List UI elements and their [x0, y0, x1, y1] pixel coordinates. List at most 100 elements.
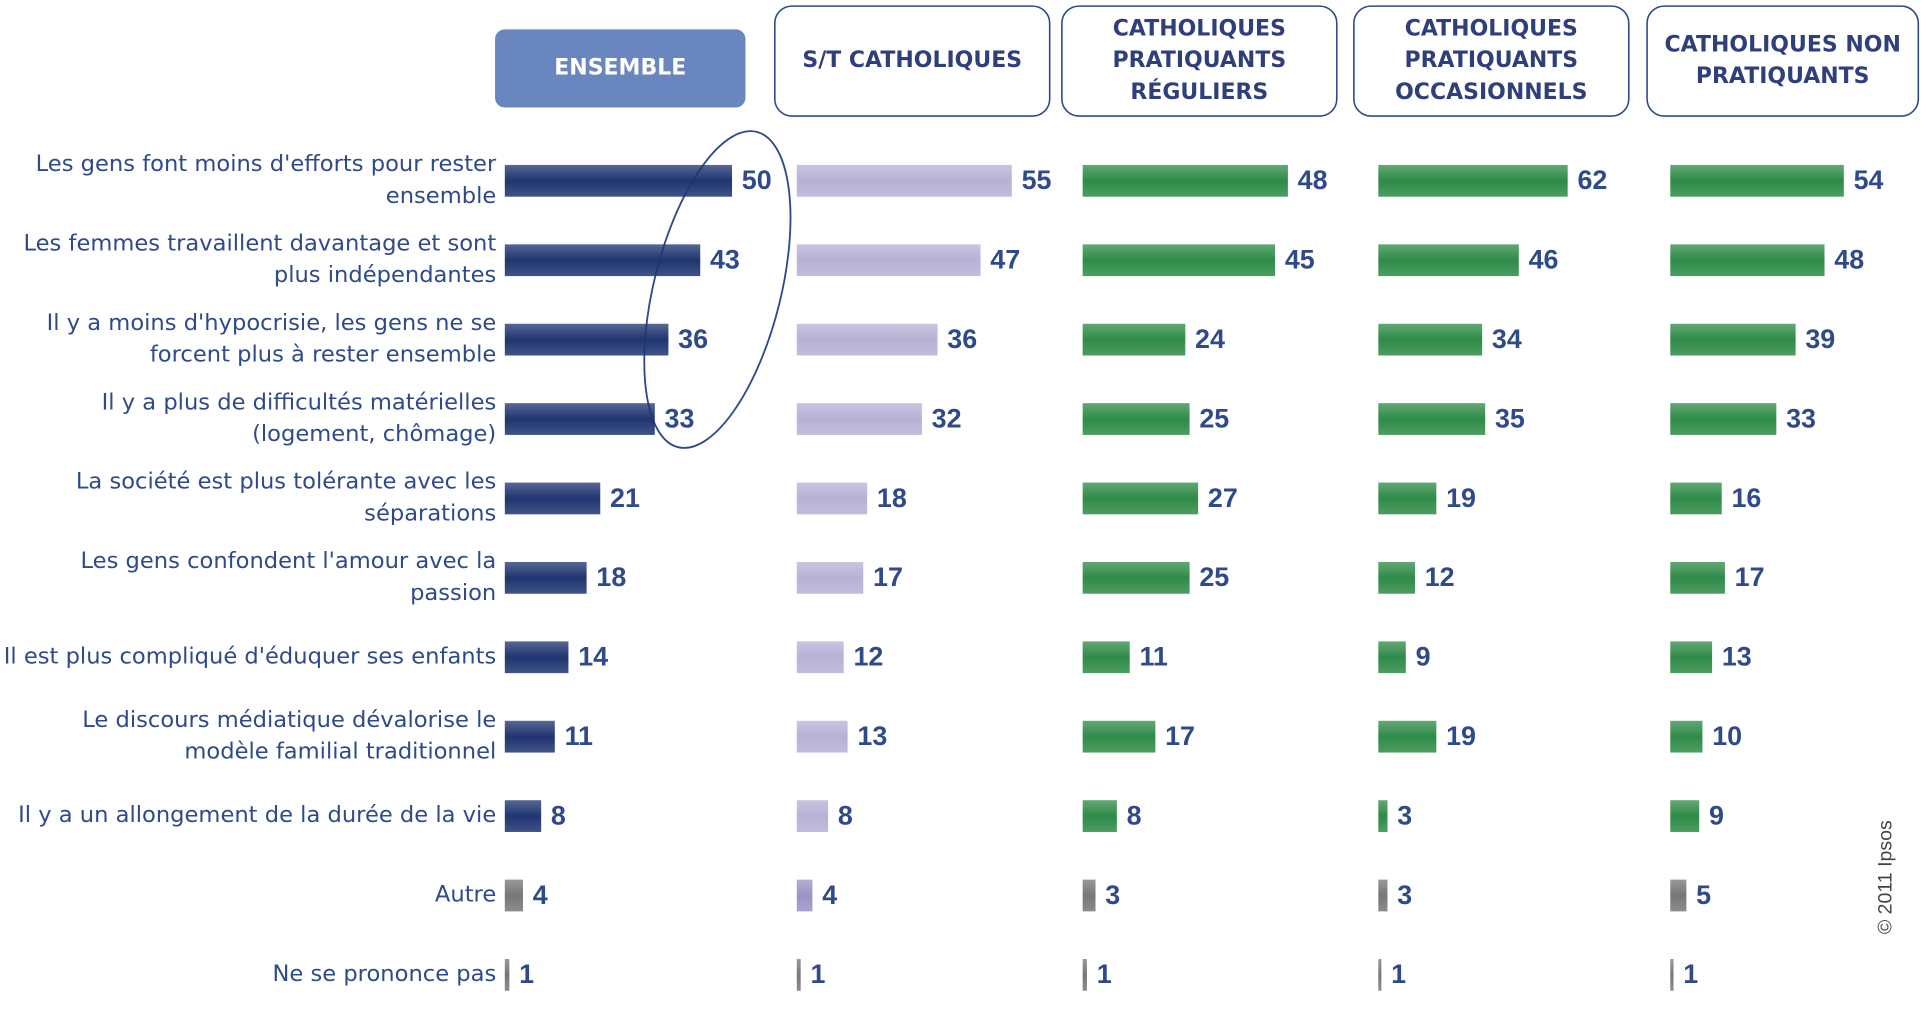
bar	[796, 323, 938, 356]
value-label: 54	[1854, 165, 1884, 195]
bar	[504, 959, 510, 991]
bar	[1082, 561, 1190, 594]
value-label: 11	[565, 721, 593, 751]
bar	[504, 164, 733, 197]
bar	[1670, 959, 1674, 991]
category-label-box: Autre	[435, 882, 496, 908]
bar	[796, 720, 848, 753]
bar	[504, 879, 523, 912]
source: © 2011 Ipsos	[1875, 820, 1897, 934]
category-label-box: Il y a moins d'hypocrisie, les gens ne s…	[46, 310, 497, 368]
header-box: CATHOLIQUES NON PRATIQUANTS	[1664, 31, 1901, 90]
category-label: Les femmes travaillent davantage et sont…	[23, 230, 497, 289]
bar	[504, 720, 555, 753]
value-label: 1	[1097, 959, 1112, 989]
bar	[796, 800, 829, 832]
value-label: 18	[596, 562, 626, 592]
header-box	[495, 29, 746, 108]
bar	[1670, 641, 1713, 674]
value-label: 45	[1285, 245, 1315, 275]
category-label-box: Il y a plus de difficultés matérielles (…	[101, 389, 497, 448]
value-label: 1	[810, 959, 825, 989]
bar	[1082, 641, 1130, 674]
header: CATHOLIQUES PRATIQUANTS RÉGULIERS	[1112, 15, 1287, 106]
value-label: 19	[1446, 483, 1476, 513]
value-label: 34	[1492, 324, 1522, 354]
bar	[504, 561, 587, 594]
value-label: 24	[1195, 324, 1225, 354]
category-label-box: La société est plus tolérante avec les s…	[76, 469, 496, 526]
category-label: Ne se prononce pas	[272, 961, 497, 988]
header: CATHOLIQUES PRATIQUANTS OCCASIONNELS	[1395, 15, 1588, 106]
category-label: Il y a plus de difficultés matérielles (…	[101, 389, 497, 448]
header-box: CATHOLIQUES PRATIQUANTS RÉGULIERS	[1112, 15, 1287, 106]
bar	[1378, 641, 1406, 674]
bar	[796, 959, 801, 991]
value-label: 25	[1199, 403, 1229, 433]
category-label-box: Il est plus compliqué d'éduquer ses enfa…	[3, 643, 497, 670]
bar	[1670, 879, 1687, 912]
category-label: Il y a un allongement de la durée de la …	[18, 802, 497, 829]
category-label: Il y a moins d'hypocrisie, les gens ne s…	[46, 310, 497, 368]
value-label: 11	[1139, 642, 1167, 672]
category-label-box: Le discours médiatique dévalorise le mod…	[82, 707, 497, 765]
bar	[1670, 800, 1700, 832]
category-label-box: Les gens confondent l'amour avec la pass…	[80, 549, 496, 606]
header-box	[1353, 5, 1630, 117]
value-label: 1	[519, 959, 534, 989]
bar	[1082, 482, 1199, 515]
value-label: 50	[742, 165, 772, 195]
bar	[1670, 164, 1844, 197]
value-label: 4	[822, 880, 837, 910]
value-label: 17	[873, 562, 903, 592]
value-label: 1	[1683, 959, 1698, 989]
value-label: 17	[1735, 562, 1765, 592]
value-label: 33	[665, 403, 695, 433]
bar	[1082, 164, 1288, 197]
header: CATHOLIQUES NON PRATIQUANTS	[1664, 31, 1901, 90]
value-label: 32	[932, 403, 962, 433]
header: ENSEMBLE	[554, 54, 687, 81]
value-label: 43	[710, 245, 740, 275]
category-label: Le discours médiatique dévalorise le mod…	[82, 707, 497, 765]
value-label: 16	[1731, 483, 1761, 513]
value-label: 62	[1577, 165, 1607, 195]
bar	[1378, 323, 1483, 356]
value-label: 8	[551, 800, 566, 830]
bar	[504, 244, 701, 277]
value-label: 1	[1391, 959, 1406, 989]
bar	[1082, 720, 1156, 753]
bar	[504, 482, 601, 515]
bar	[1378, 879, 1388, 912]
bar	[504, 641, 569, 674]
value-label: 48	[1298, 165, 1328, 195]
bar	[796, 561, 864, 594]
bar	[1670, 244, 1825, 277]
value-label: 8	[1127, 800, 1142, 830]
bar	[1378, 800, 1388, 832]
header-box	[774, 5, 1051, 117]
category-label: Il est plus compliqué d'éduquer ses enfa…	[3, 643, 497, 670]
value-label: 12	[1425, 562, 1455, 592]
value-label: 33	[1786, 403, 1816, 433]
bar	[504, 323, 669, 356]
bar	[1670, 482, 1722, 515]
value-label: 5	[1696, 880, 1711, 910]
category-label: Les gens font moins d'efforts pour reste…	[35, 151, 497, 209]
bar	[1082, 800, 1117, 832]
bar	[796, 482, 868, 515]
value-label: 3	[1397, 880, 1412, 910]
value-label: 10	[1712, 721, 1742, 751]
header-box: CATHOLIQUES PRATIQUANTS OCCASIONNELS	[1395, 15, 1588, 106]
value-label: 3	[1105, 880, 1120, 910]
bar	[1082, 323, 1186, 356]
bar	[1082, 403, 1190, 435]
value-label: 17	[1165, 721, 1195, 751]
bar	[1670, 561, 1725, 594]
bar	[1082, 959, 1087, 991]
header-box	[1646, 5, 1920, 117]
value-label: 55	[1022, 165, 1052, 195]
value-label: 19	[1446, 721, 1476, 751]
bar	[504, 800, 542, 832]
bar	[796, 879, 813, 912]
